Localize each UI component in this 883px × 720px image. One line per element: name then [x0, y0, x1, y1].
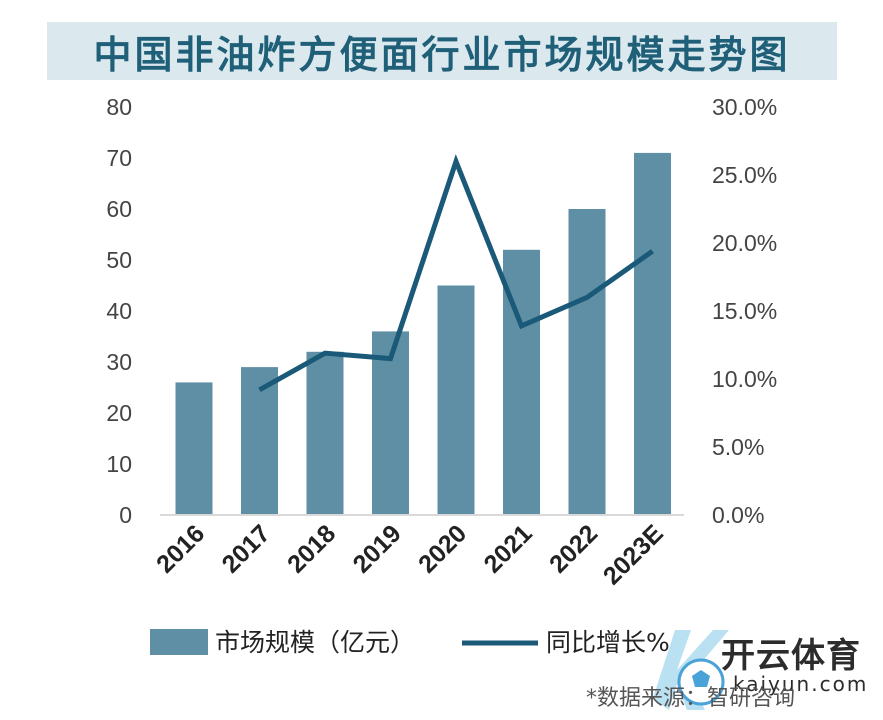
right-tick-label: 25.0% — [712, 162, 777, 188]
right-tick-label: 15.0% — [712, 298, 777, 324]
left-tick-label: 60 — [106, 196, 132, 222]
right-tick-label: 5.0% — [712, 434, 764, 460]
bar — [634, 152, 671, 515]
right-tick-label: 20.0% — [712, 230, 777, 256]
x-tick-label: 2022 — [544, 519, 603, 578]
bar — [372, 331, 409, 515]
left-tick-label: 20 — [106, 400, 132, 426]
right-tick-label: 10.0% — [712, 366, 777, 392]
left-tick-label: 50 — [106, 247, 132, 273]
left-tick-label: 10 — [106, 451, 132, 477]
right-tick-label: 30.0% — [712, 94, 777, 120]
source-note: *数据来源：智研咨询 — [586, 686, 796, 711]
x-tick-label: 2023E — [598, 519, 669, 590]
left-tick-label: 70 — [106, 145, 132, 171]
bar — [568, 209, 606, 515]
line-series — [258, 154, 654, 393]
left-tick-label: 0 — [119, 502, 132, 528]
title-banner: 中国非油炸方便面行业市场规模走势图 — [47, 22, 837, 80]
x-tick-label: 2018 — [282, 519, 341, 578]
bar — [306, 351, 344, 515]
legend-bar-swatch — [150, 629, 208, 655]
bar-series — [175, 152, 671, 516]
legend-bar-label: 市场规模（亿元） — [215, 628, 415, 657]
bar — [241, 367, 278, 515]
left-tick-label: 40 — [106, 298, 132, 324]
bar — [175, 382, 213, 515]
left-tick-label: 30 — [106, 349, 132, 375]
legend-line-label: 同比增长% — [546, 628, 670, 657]
watermark-logo: 开云体育 kaiyun.com — [635, 618, 869, 718]
x-tick-label: 2019 — [348, 519, 407, 578]
left-tick-label: 80 — [106, 94, 132, 120]
watermark-brand: 开云体育 — [721, 636, 861, 676]
bar — [437, 285, 475, 515]
right-tick-label: 0.0% — [712, 502, 764, 528]
right-axis: 0.0% 5.0% 10.0% 15.0% 20.0% 25.0% 30.0% — [712, 94, 777, 528]
chart-title: 中国非油炸方便面行业市场规模走势图 — [93, 32, 791, 77]
x-tick-label: 2017 — [217, 519, 276, 578]
soccer-ball-icon — [653, 630, 729, 710]
x-tick-label: 2020 — [413, 519, 472, 578]
left-axis: 0 10 20 30 40 50 60 70 80 — [106, 94, 132, 528]
legend: 市场规模（亿元） 同比增长% — [150, 628, 670, 657]
x-tick-label: 2016 — [151, 519, 210, 578]
watermark-url: kaiyun.com — [733, 672, 869, 696]
x-tick-label: 2021 — [479, 519, 538, 578]
